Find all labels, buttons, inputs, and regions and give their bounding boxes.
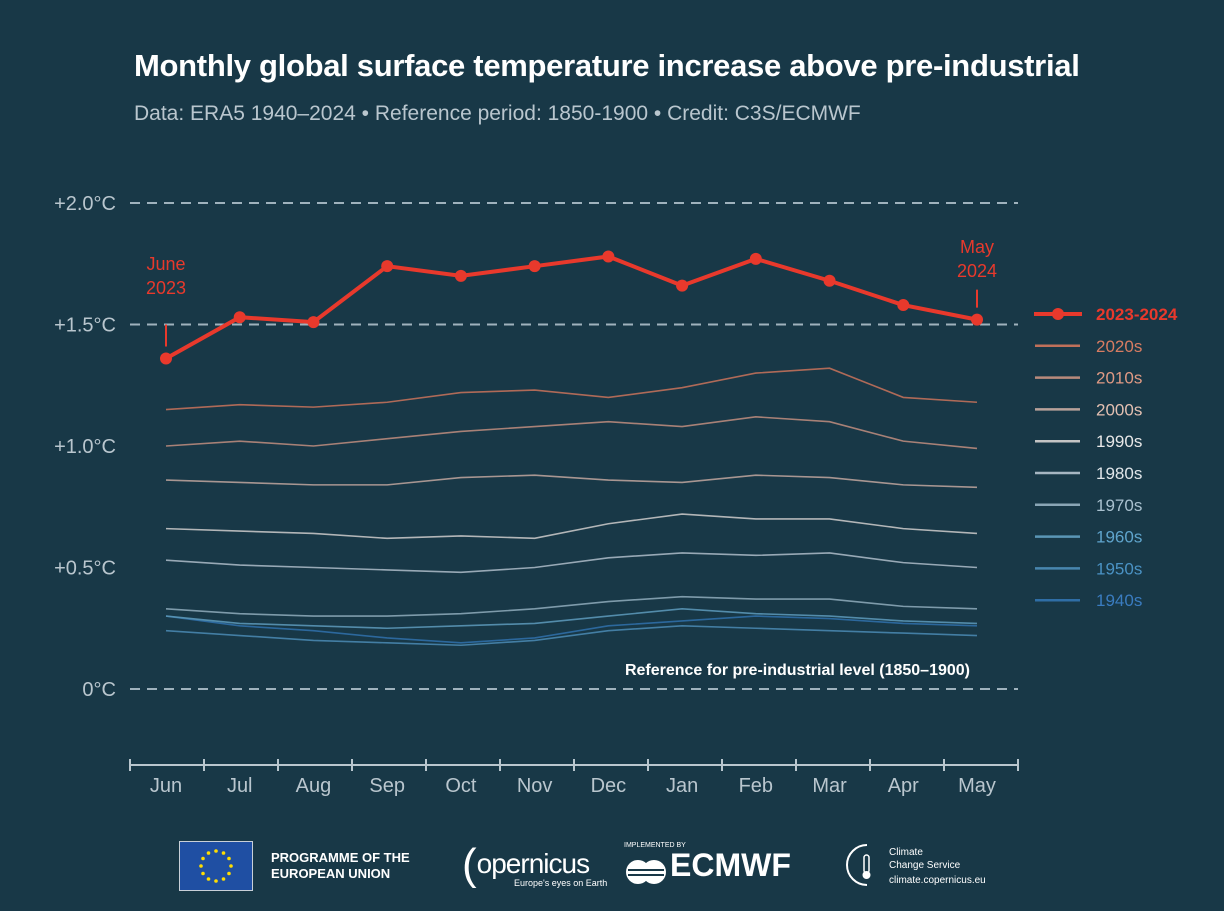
highlight-point xyxy=(676,279,689,292)
annotation-start-month: June xyxy=(146,254,185,274)
highlight-point xyxy=(971,313,983,326)
series-line-2010s xyxy=(165,416,978,450)
eu-star xyxy=(206,877,211,881)
y-tick-label: +0.5°C xyxy=(54,558,116,580)
x-tick-label: Apr xyxy=(888,775,919,797)
c3s-url: climate.copernicus.eu xyxy=(889,875,986,886)
eu-flag-logo xyxy=(179,841,253,891)
x-tick-label: May xyxy=(958,775,996,797)
legend-label-1980s: 1980s xyxy=(1096,464,1142,483)
legend-label-highlight: 2023-2024 xyxy=(1096,305,1178,324)
y-tick-label: +2.0°C xyxy=(54,193,116,215)
eu-star xyxy=(201,856,205,861)
legend-marker-highlight xyxy=(1052,308,1064,320)
reference-label: Reference for pre-industrial level (1850… xyxy=(625,662,970,679)
copernicus-wordmark: opernicus xyxy=(476,848,590,879)
legend-label-2000s: 2000s xyxy=(1096,400,1142,419)
series-line-1950s xyxy=(165,625,978,647)
legend-label-1950s: 1950s xyxy=(1096,559,1142,578)
x-tick-label: Feb xyxy=(739,775,773,797)
highlight-point xyxy=(160,352,172,365)
eu-star xyxy=(214,849,218,853)
series-line-2020s xyxy=(165,367,978,411)
copernicus-logo: (opernicus Europe's eyes on Earth xyxy=(462,840,607,890)
x-tick-label: Jul xyxy=(227,775,253,797)
ecmwf-wordmark: ECMWF xyxy=(670,847,791,883)
copernicus-tagline: Europe's eyes on Earth xyxy=(514,878,608,888)
annotation-start-year: 2023 xyxy=(146,278,186,298)
temperature-chart: 0°C +0.5°C +1.0°C +1.5°C +2.0°C Reference for… xyxy=(54,193,1178,797)
c3s-line1: Climate xyxy=(889,847,923,858)
series-line-1960s xyxy=(165,608,978,630)
highlight-point xyxy=(897,299,910,312)
series-line-2000s xyxy=(165,474,978,489)
y-tick-label: 0°C xyxy=(82,679,116,701)
highlight-point xyxy=(823,274,836,287)
eu-star xyxy=(227,856,231,861)
eu-star xyxy=(199,864,203,868)
eu-star xyxy=(214,879,218,883)
eu-line1: PROGRAMME OF THE xyxy=(271,850,410,865)
series-line-1970s xyxy=(165,595,978,617)
highlight-point xyxy=(528,260,541,273)
eu-star xyxy=(221,851,226,855)
legend-label-1970s: 1970s xyxy=(1096,496,1142,515)
legend-label-1990s: 1990s xyxy=(1096,432,1142,451)
c3s-line2: Change Service xyxy=(889,860,961,871)
eu-programme-text: PROGRAMME OF THE EUROPEAN UNION xyxy=(271,850,410,882)
eu-star xyxy=(221,877,226,881)
eu-star xyxy=(227,871,231,876)
eu-star xyxy=(206,851,211,855)
x-tick-label: Jan xyxy=(666,775,698,797)
x-tick-label: Mar xyxy=(812,775,847,797)
legend-label-1960s: 1960s xyxy=(1096,528,1142,547)
c3s-name: Climate Change Service xyxy=(889,846,960,872)
highlight-point xyxy=(381,260,394,273)
highlight-point xyxy=(454,269,467,282)
legend-label-2010s: 2010s xyxy=(1096,369,1142,388)
highlight-point xyxy=(602,250,615,263)
legend-label-2020s: 2020s xyxy=(1096,337,1142,356)
eu-star xyxy=(229,864,233,868)
legend-label-1940s: 1940s xyxy=(1096,591,1142,610)
footer-logos: PROGRAMME OF THE EUROPEAN UNION (opernic… xyxy=(0,838,1224,898)
eu-stars-icon xyxy=(199,849,233,883)
x-tick-label: Jun xyxy=(150,775,182,797)
x-tick-label: Sep xyxy=(369,775,405,797)
annotation-end-year: 2024 xyxy=(957,261,997,281)
x-tick-label: Oct xyxy=(445,775,477,797)
y-tick-label: +1.5°C xyxy=(54,315,116,337)
series-line-1990s xyxy=(165,513,978,540)
copernicus-c-icon: ( xyxy=(462,840,477,889)
implemented-by-label: IMPLEMENTED BY xyxy=(624,842,686,849)
x-tick-label: Aug xyxy=(296,775,332,797)
annotation-end-month: May xyxy=(960,237,994,257)
c3s-logo: Climate Change Service climate.copernicu… xyxy=(845,841,986,894)
x-tick-label: Dec xyxy=(591,775,627,797)
series-line-1940s xyxy=(165,615,978,644)
ecmwf-logo: IMPLEMENTED BY ECMWF xyxy=(624,842,791,884)
eu-line2: EUROPEAN UNION xyxy=(271,866,391,881)
eu-star xyxy=(201,871,205,876)
chart-subtitle: Data: ERA5 1940–2024 • Reference period:… xyxy=(134,102,861,125)
chart-title: Monthly global surface temperature incre… xyxy=(134,48,1080,83)
highlight-point xyxy=(307,316,320,329)
series-line-1980s xyxy=(165,552,978,574)
y-tick-label: +1.0°C xyxy=(54,436,116,458)
highlight-point xyxy=(749,252,762,265)
thermometer-cloud-icon xyxy=(846,844,871,886)
x-tick-label: Nov xyxy=(517,775,553,797)
highlight-point xyxy=(233,311,246,324)
highlight-line xyxy=(165,254,978,361)
ecmwf-waves-icon xyxy=(626,860,666,884)
